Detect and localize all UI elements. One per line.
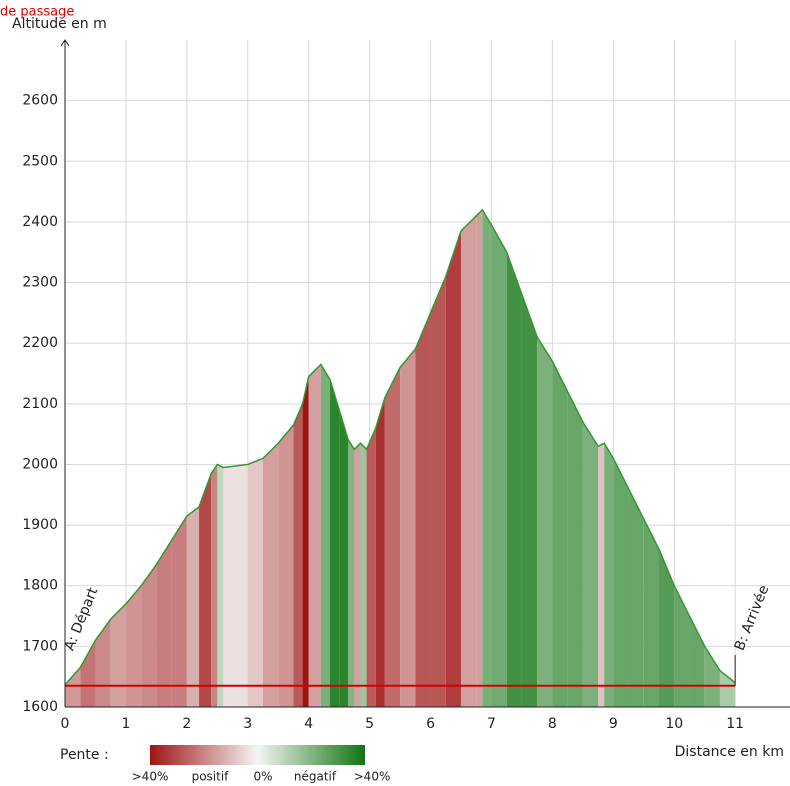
x-tick-label: 2	[182, 716, 191, 732]
legend-label: 0%	[253, 770, 272, 784]
slope-segment	[604, 443, 614, 707]
y-tick-label: 2000	[22, 456, 58, 472]
slope-segment	[339, 409, 349, 707]
slope-segment	[156, 540, 172, 707]
slope-segment	[141, 564, 157, 707]
legend-label: >40%	[354, 770, 391, 784]
slope-segment	[430, 276, 446, 707]
slope-segment	[552, 361, 568, 707]
y-tick-label: 2100	[22, 396, 58, 412]
x-tick-label: 3	[243, 716, 252, 732]
slope-segment	[482, 209, 492, 708]
slope-segment	[567, 391, 583, 707]
y-tick-label: 1700	[22, 638, 58, 654]
slope-segment	[171, 515, 187, 707]
slope-segment	[348, 440, 355, 707]
slope-segment	[719, 670, 736, 707]
slope-segment	[80, 640, 96, 707]
reference-label: de passage	[0, 5, 74, 20]
profile-line	[64, 208, 736, 686]
slope-segment	[628, 488, 644, 707]
slope-segment	[537, 337, 553, 707]
slope-segment	[415, 312, 431, 707]
slope-segment	[223, 464, 248, 707]
slope-segment	[360, 443, 367, 707]
slope-segment	[461, 215, 477, 707]
slope-segment	[704, 646, 720, 707]
slope-segment	[582, 422, 599, 707]
x-tick-label: 9	[609, 716, 618, 732]
y-tick-label: 2400	[22, 214, 58, 230]
slope-segment	[211, 464, 218, 707]
slope-segment	[506, 252, 522, 707]
slope-segment	[659, 549, 675, 707]
slope-segment	[247, 458, 264, 707]
slope-segment	[308, 364, 321, 707]
slope-segment	[95, 619, 111, 707]
slope-segment	[217, 464, 224, 707]
slope-segment	[186, 506, 200, 707]
x-tick-label: 8	[548, 716, 557, 732]
slope-segment	[330, 379, 340, 707]
y-tick-label: 2600	[22, 93, 58, 109]
slope-segment	[302, 376, 309, 707]
y-tick-label: 1600	[22, 699, 58, 715]
slope-segment	[613, 458, 629, 707]
slope-segment	[643, 519, 660, 707]
slope-segment	[125, 585, 142, 707]
slope-segment	[110, 603, 126, 707]
x-tick-label: 6	[426, 716, 435, 732]
slope-segment	[375, 397, 385, 707]
slope-segment	[384, 367, 401, 707]
slope-segment	[366, 428, 376, 707]
slope-segment	[491, 224, 507, 707]
y-tick-label: 2200	[22, 335, 58, 351]
x-axis-title: Distance en km	[675, 744, 784, 760]
slope-segment	[199, 473, 212, 707]
legend-label: négatif	[294, 770, 337, 784]
slope-segment	[320, 364, 331, 707]
y-tick-label: 1800	[22, 578, 58, 594]
slope-segment	[293, 403, 303, 707]
y-axis-title: Altitude en m	[12, 16, 107, 32]
x-tick-label: 5	[365, 716, 374, 732]
x-tick-label: 7	[487, 716, 496, 732]
y-tick-label: 1900	[22, 517, 58, 533]
slope-segment	[674, 585, 690, 707]
slope-segment	[354, 443, 361, 707]
legend-gradient	[150, 745, 365, 765]
marker-label: B: Arrivée	[732, 583, 773, 653]
y-tick-label: 2500	[22, 153, 58, 169]
slope-segment	[263, 443, 279, 707]
slope-segment	[278, 425, 294, 707]
axis-arrow	[60, 39, 70, 47]
slope-segment	[521, 294, 538, 707]
slope-segment	[598, 443, 605, 707]
legend-label: >40%	[132, 770, 169, 784]
x-tick-label: 1	[121, 716, 130, 732]
legend-label: positif	[192, 770, 230, 784]
legend-title: Pente :	[60, 747, 109, 763]
slope-segment	[476, 209, 483, 708]
x-tick-label: 4	[304, 716, 313, 732]
y-tick-label: 2300	[22, 275, 58, 291]
slope-segment	[445, 231, 462, 707]
slope-segment	[65, 667, 81, 707]
x-tick-label: 0	[61, 716, 70, 732]
x-tick-label: 10	[665, 716, 683, 732]
slope-segment	[400, 349, 416, 707]
x-tick-label: 11	[726, 716, 744, 732]
